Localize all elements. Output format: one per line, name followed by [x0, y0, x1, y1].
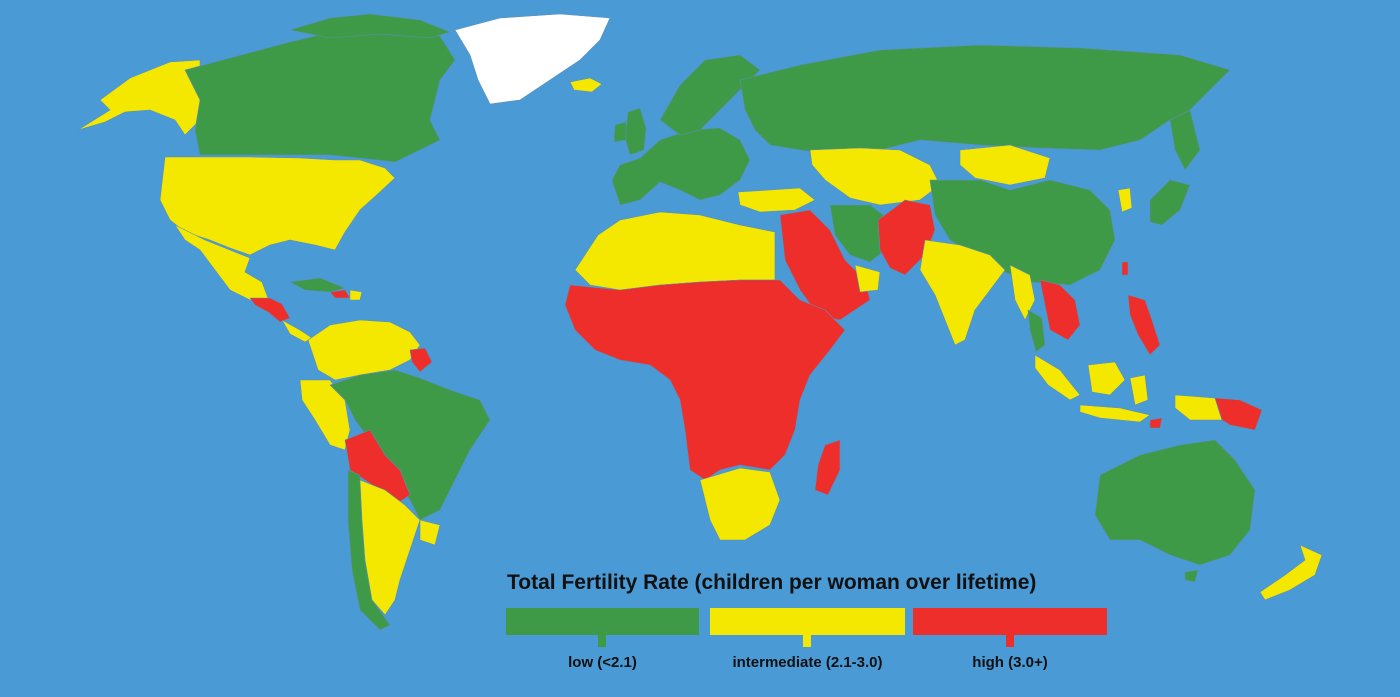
- region-sumatra: [1034, 354, 1081, 401]
- region-japan: [1149, 179, 1191, 226]
- legend-label-low: low (<2.1): [568, 654, 637, 671]
- region-burma: [1009, 264, 1036, 321]
- region-australia: [1094, 439, 1256, 566]
- region-tasmania: [1184, 569, 1199, 583]
- legend-title: Total Fertility Rate (children per woman…: [507, 571, 1037, 594]
- legend-label-high: high (3.0+): [972, 654, 1048, 671]
- region-kamchatka: [1169, 109, 1201, 171]
- region-philippines: [1127, 294, 1161, 356]
- region-timor: [1149, 417, 1163, 429]
- region-taiwan: [1121, 261, 1129, 276]
- region-sulawesi: [1129, 374, 1149, 406]
- region-india: [919, 239, 1006, 346]
- region-guianas: [409, 347, 433, 373]
- region-europe: [611, 127, 751, 206]
- legend-tick-low: [598, 635, 606, 647]
- region-indochina: [1039, 279, 1081, 341]
- region-dominican: [349, 289, 363, 301]
- legend-tick-intermediate: [803, 635, 811, 647]
- region-southern-africa: [699, 467, 781, 541]
- region-canada-islands: [289, 13, 451, 39]
- region-alaska: [77, 59, 201, 136]
- region-madagascar: [814, 439, 841, 496]
- region-thailand: [1027, 309, 1046, 353]
- region-sub-saharan: [564, 279, 846, 481]
- region-iran: [829, 204, 891, 263]
- region-kazakhstan: [809, 147, 941, 206]
- legend-tick-high: [1006, 635, 1014, 647]
- region-java: [1079, 404, 1151, 423]
- region-papua: [1174, 394, 1223, 421]
- region-mongolia: [959, 144, 1051, 186]
- region-arabia: [779, 209, 871, 321]
- legend-label-intermediate: intermediate (2.1-3.0): [732, 654, 883, 671]
- region-turkey: [737, 187, 816, 213]
- region-borneo: [1087, 361, 1126, 396]
- region-new-zealand: [1259, 544, 1323, 601]
- region-cuba: [289, 277, 346, 293]
- region-central-america: [249, 297, 291, 323]
- region-korea: [1117, 187, 1133, 213]
- region-uruguay: [419, 519, 441, 546]
- region-ireland: [613, 121, 627, 143]
- region-argentina: [359, 479, 421, 616]
- region-oman: [854, 264, 881, 293]
- legend-swatch-intermediate: [710, 608, 905, 635]
- legend-swatch-high: [913, 608, 1107, 635]
- region-russia: [739, 44, 1231, 156]
- region-png: [1214, 397, 1263, 431]
- region-greenland: [454, 13, 611, 105]
- legend-swatch-low: [506, 608, 699, 635]
- region-iceland: [569, 77, 603, 93]
